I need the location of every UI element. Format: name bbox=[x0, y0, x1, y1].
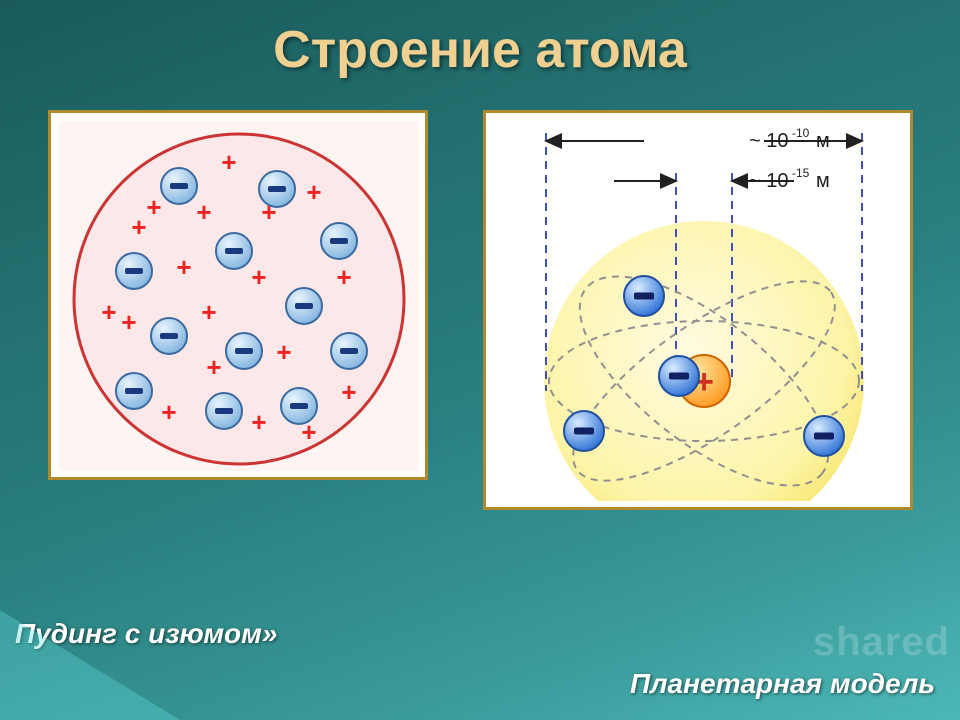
corner-decoration bbox=[0, 610, 180, 720]
electron bbox=[564, 411, 604, 451]
electron bbox=[116, 373, 152, 409]
plus-icon: + bbox=[176, 252, 191, 282]
watermark: shared bbox=[813, 620, 950, 665]
electron bbox=[216, 233, 252, 269]
nucleus-size-label: ~ 10 bbox=[749, 170, 788, 192]
planetary-diagram: ~ 10 -10 м ~ 10 -15 м + bbox=[494, 121, 904, 501]
electron bbox=[624, 276, 664, 316]
plus-icon: + bbox=[161, 397, 176, 427]
electron bbox=[804, 416, 844, 456]
plus-icon: + bbox=[131, 212, 146, 242]
pudding-panel: ++++++++++++++++++ bbox=[48, 110, 428, 480]
panels-row: ++++++++++++++++++ bbox=[0, 80, 960, 510]
plus-icon: + bbox=[221, 147, 236, 177]
plus-icon: + bbox=[336, 262, 351, 292]
electron bbox=[659, 356, 699, 396]
plus-icon: + bbox=[251, 262, 266, 292]
atom-size-label: ~ 10 bbox=[749, 130, 788, 152]
electron bbox=[281, 388, 317, 424]
plus-icon: + bbox=[121, 307, 136, 337]
plus-icon: + bbox=[251, 407, 266, 437]
pudding-diagram: ++++++++++++++++++ bbox=[59, 121, 419, 471]
plus-icon: + bbox=[196, 197, 211, 227]
plus-icon: + bbox=[341, 377, 356, 407]
svg-text:м: м bbox=[816, 130, 830, 152]
electron bbox=[226, 333, 262, 369]
electron bbox=[321, 223, 357, 259]
electron bbox=[259, 171, 295, 207]
electron bbox=[161, 168, 197, 204]
electron bbox=[206, 393, 242, 429]
plus-icon: + bbox=[306, 177, 321, 207]
plus-icon: + bbox=[201, 297, 216, 327]
electron bbox=[151, 318, 187, 354]
svg-text:-15: -15 bbox=[792, 166, 810, 180]
plus-icon: + bbox=[276, 337, 291, 367]
svg-text:-10: -10 bbox=[792, 126, 810, 140]
plus-icon: + bbox=[101, 297, 116, 327]
svg-text:м: м bbox=[816, 170, 830, 192]
page-title: Строение атома bbox=[0, 0, 960, 80]
plus-icon: + bbox=[206, 352, 221, 382]
electron bbox=[286, 288, 322, 324]
plus-icon: + bbox=[146, 192, 161, 222]
planetary-panel: ~ 10 -10 м ~ 10 -15 м + bbox=[483, 110, 913, 510]
electron bbox=[116, 253, 152, 289]
planetary-caption: Планетарная модель bbox=[630, 668, 935, 700]
electron bbox=[331, 333, 367, 369]
